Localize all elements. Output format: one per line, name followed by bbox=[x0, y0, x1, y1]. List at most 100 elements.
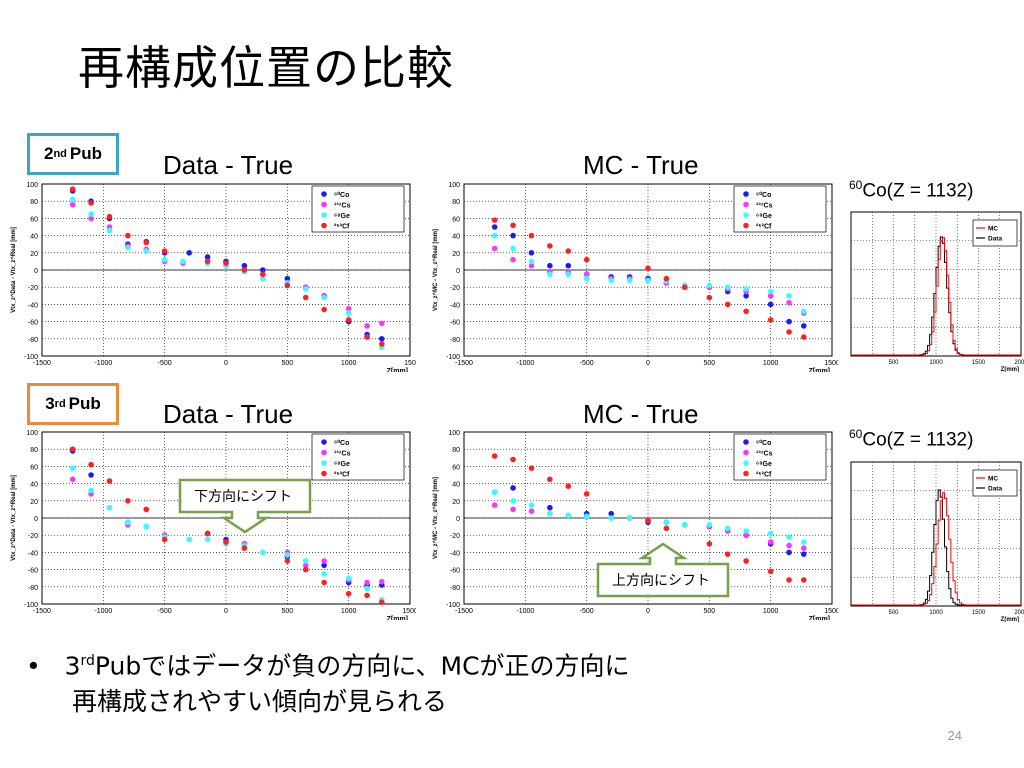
data-point bbox=[528, 502, 535, 508]
y-axis-label: Vtx_z^Data - Vtx_z^Real [mm] bbox=[11, 227, 17, 313]
data-point bbox=[161, 248, 168, 254]
data-point bbox=[786, 318, 792, 325]
data-point bbox=[565, 271, 572, 278]
data-point bbox=[143, 248, 150, 254]
data-point bbox=[321, 562, 327, 569]
legend-marker bbox=[743, 201, 749, 208]
scatter-plot-mc-2nd: 100 80 60 40 20 0 -20 -40 -60 -80 -100-1500 -1000 -5… bbox=[433, 182, 838, 372]
data-point bbox=[378, 341, 385, 347]
hist-legend-box bbox=[972, 469, 1018, 497]
y-tick-label: 20 bbox=[452, 251, 460, 258]
data-point bbox=[663, 525, 670, 532]
x-tick-label: -500 bbox=[580, 608, 594, 615]
hist-legend-box bbox=[972, 219, 1018, 247]
y-tick-label: 100 bbox=[448, 182, 460, 189]
x-tick-label: 2000 bbox=[1014, 360, 1024, 366]
data-point bbox=[321, 306, 327, 313]
data-point bbox=[767, 317, 774, 323]
x-tick-label: -1000 bbox=[94, 608, 112, 615]
data-point bbox=[547, 271, 553, 278]
legend-marker bbox=[743, 191, 749, 197]
data-point bbox=[743, 528, 749, 534]
y-tick-label: -100 bbox=[446, 354, 460, 361]
x-tick-label: 2000 bbox=[1014, 610, 1024, 616]
data-point bbox=[663, 275, 670, 282]
histogram-co60-2nd: 500 1000 1500 2000Z[mm] MC Data bbox=[850, 211, 1024, 372]
legend-marker bbox=[321, 439, 327, 445]
callout-up-arrow bbox=[596, 542, 730, 598]
data-point bbox=[724, 525, 731, 532]
data-point bbox=[204, 536, 211, 543]
data-point bbox=[260, 271, 266, 278]
x-tick-label: 500 bbox=[888, 610, 899, 616]
data-point bbox=[528, 508, 535, 514]
data-point bbox=[706, 541, 713, 547]
legend-label: ⁶⁰Co bbox=[334, 191, 349, 199]
data-point bbox=[106, 504, 113, 511]
x-tick-label: -1500 bbox=[33, 360, 51, 367]
hist-line bbox=[851, 237, 1021, 356]
y-tick-label: 40 bbox=[30, 482, 38, 489]
data-point bbox=[69, 196, 76, 203]
y-tick-label: 0 bbox=[34, 268, 38, 275]
data-point bbox=[302, 562, 309, 569]
data-point bbox=[364, 334, 370, 340]
legend-marker bbox=[743, 212, 749, 218]
data-point bbox=[364, 323, 370, 329]
y-tick-label: 40 bbox=[452, 482, 460, 489]
data-point bbox=[510, 222, 516, 229]
data-point bbox=[143, 523, 150, 530]
y-tick-label: 100 bbox=[26, 182, 38, 189]
x-tick-label: 1500 bbox=[972, 360, 986, 366]
data-point bbox=[583, 491, 590, 497]
data-point bbox=[321, 294, 327, 301]
data-point bbox=[223, 539, 229, 545]
y-tick-label: 20 bbox=[452, 499, 460, 506]
data-point bbox=[767, 568, 774, 575]
data-point bbox=[88, 472, 94, 478]
y-tick-label: -80 bbox=[450, 585, 460, 592]
data-point bbox=[528, 232, 535, 239]
data-point bbox=[565, 483, 572, 489]
data-point bbox=[547, 262, 553, 269]
legend-label: ²⁵²Cf bbox=[334, 472, 350, 479]
data-point bbox=[284, 552, 291, 558]
x-tick-label: -500 bbox=[580, 360, 594, 367]
data-point bbox=[682, 284, 688, 290]
data-point bbox=[204, 258, 211, 265]
page-number: 24 bbox=[947, 728, 962, 743]
pub2-sup: nd bbox=[53, 148, 67, 160]
data-point bbox=[125, 498, 131, 504]
x-tick-label: 1000 bbox=[763, 608, 779, 615]
data-point bbox=[223, 260, 229, 266]
x-tick-label: 150 bbox=[404, 360, 416, 367]
data-point bbox=[260, 549, 266, 556]
x-tick-label: 1000 bbox=[341, 360, 357, 367]
scatter-plot-data-2nd: 100 80 60 40 20 0 -20 -40 -60 -80 -100-1500 -1000 -5… bbox=[11, 182, 416, 372]
data-point bbox=[106, 213, 113, 220]
data-point bbox=[321, 558, 327, 564]
x-tick-label: 1000 bbox=[929, 610, 943, 616]
legend-marker bbox=[321, 449, 327, 456]
data-point bbox=[724, 301, 731, 308]
data-point bbox=[241, 545, 248, 551]
y-axis-label: Vtx_z^Data - Vtx_z^Real [mm] bbox=[11, 475, 17, 561]
x-tick-label: 500 bbox=[888, 360, 899, 366]
data-point bbox=[800, 577, 807, 583]
x-tick-label: -1500 bbox=[455, 608, 473, 615]
legend-label: ¹³⁷Cs bbox=[756, 451, 773, 458]
co-label-sup: 60 bbox=[849, 178, 863, 192]
data-point bbox=[378, 578, 385, 585]
y-tick-label: 40 bbox=[30, 234, 38, 241]
x-tick-label: -500 bbox=[158, 360, 172, 367]
data-point bbox=[528, 262, 535, 269]
data-point bbox=[645, 265, 651, 272]
y-tick-label: -40 bbox=[28, 302, 38, 309]
data-point bbox=[510, 506, 516, 513]
y-tick-label: -20 bbox=[28, 285, 38, 292]
data-point bbox=[204, 254, 211, 260]
data-point bbox=[724, 284, 731, 290]
data-point bbox=[767, 288, 774, 295]
callout-down-text: 下方向にシフト bbox=[194, 489, 292, 505]
data-point bbox=[106, 227, 113, 234]
